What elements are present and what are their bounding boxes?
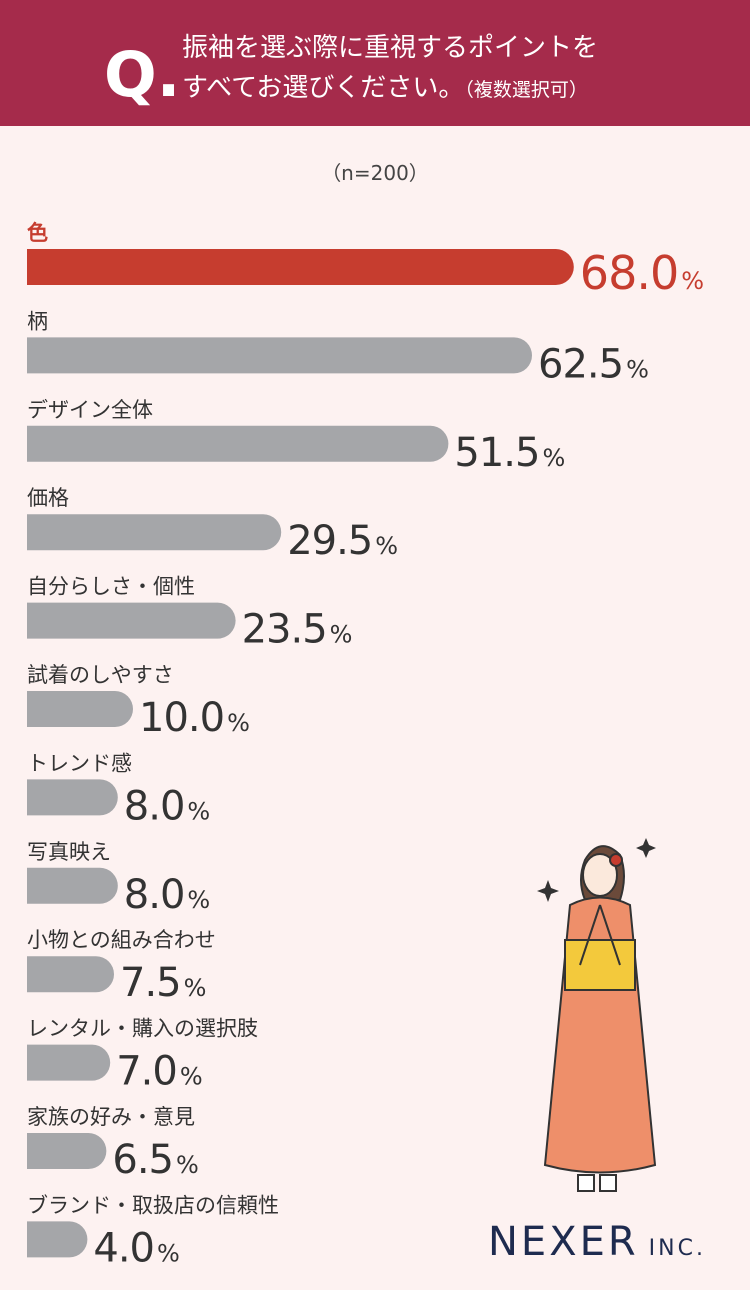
- bars: 色 68.0 % 柄 62.5 % デザイン全体 51.5 % 価格 29.5 % 自分らしさ・個性 23…: [27, 221, 704, 1271]
- bar: [27, 337, 532, 374]
- bar: [27, 425, 449, 462]
- title-line: すべてお選びください。: [182, 73, 464, 103]
- value-unit: %: [176, 1151, 198, 1179]
- value-label: 7.0%: [116, 1049, 202, 1095]
- value-unit: %: [330, 621, 352, 649]
- value-label: 4.0%: [93, 1225, 179, 1271]
- value-label: 62.5%: [538, 341, 648, 387]
- value-label: 29.5%: [287, 518, 397, 564]
- value-label: 7.5: [120, 960, 181, 1006]
- category-label: 写真映え: [27, 840, 111, 864]
- bar: [27, 779, 118, 816]
- value-unit: %: [626, 355, 648, 383]
- bar: [27, 691, 133, 727]
- value-label: 8.0: [124, 872, 185, 918]
- value-label: 68.0: [580, 246, 678, 300]
- category-label: 色: [27, 221, 48, 245]
- bar: [27, 1221, 88, 1258]
- bar: [27, 956, 114, 993]
- value-label: 29.5: [287, 518, 372, 564]
- logo: NEXER: [488, 1219, 639, 1265]
- category-label: 試着のしやすさ: [27, 663, 174, 687]
- category-label: 小物との組み合わせ: [27, 928, 216, 952]
- value-label: 23.5%: [242, 607, 352, 653]
- value-label: 7.5%: [120, 960, 206, 1006]
- category-label: 柄: [27, 309, 48, 333]
- value-unit: %: [157, 1239, 179, 1267]
- value-label: 4.0: [93, 1225, 154, 1271]
- value-label: 8.0: [124, 783, 185, 829]
- category-label: ブランド・取扱店の信頼性: [27, 1193, 279, 1217]
- title-line: 振袖を選ぶ際に重視するポイントを: [182, 33, 598, 63]
- value-label: 10.0: [139, 695, 224, 741]
- value-label: 8.0%: [124, 783, 210, 829]
- logo-suffix: INC.: [649, 1236, 706, 1261]
- value-label: 6.5%: [112, 1137, 198, 1183]
- value-unit: %: [187, 886, 209, 914]
- value-label: 23.5: [242, 607, 327, 653]
- category-label: トレンド感: [27, 751, 132, 775]
- value-label: 8.0%: [124, 872, 210, 918]
- value-label: 62.5: [538, 341, 623, 387]
- logo: NEXER INC.: [488, 1219, 706, 1265]
- bar: [27, 514, 282, 551]
- header: [0, 0, 750, 126]
- title-line: すべてお選びください。（複数選択可）: [182, 73, 588, 103]
- value-unit: %: [542, 444, 564, 472]
- value-unit: %: [375, 532, 397, 560]
- value-label: 6.5: [112, 1137, 173, 1183]
- value-unit: %: [180, 1063, 202, 1091]
- value-label: 51.5: [454, 430, 539, 476]
- title-note: （複数選択可）: [464, 79, 588, 101]
- illustration: [537, 838, 657, 1192]
- value-label: 7.0: [116, 1049, 177, 1095]
- value-unit: %: [187, 797, 209, 825]
- value-label: 51.5%: [454, 430, 564, 476]
- bar: [27, 602, 236, 639]
- sample-size: （n=200）: [321, 161, 429, 185]
- bar: [27, 1133, 107, 1169]
- category-label: レンタル・購入の選択肢: [27, 1017, 258, 1041]
- category-label: デザイン全体: [27, 398, 153, 422]
- value-unit: %: [681, 267, 703, 295]
- bar: [27, 867, 118, 904]
- category-label: 家族の好み・意見: [27, 1105, 195, 1129]
- q-mark: Q.: [104, 38, 180, 111]
- value-label: 10.0%: [139, 695, 249, 741]
- value-label: 68.0%: [580, 246, 703, 300]
- bar: [27, 249, 574, 285]
- bar: [27, 1044, 111, 1081]
- value-unit: %: [227, 709, 249, 737]
- category-label: 自分らしさ・個性: [27, 575, 195, 599]
- category-label: 価格: [27, 486, 69, 510]
- value-unit: %: [184, 974, 206, 1002]
